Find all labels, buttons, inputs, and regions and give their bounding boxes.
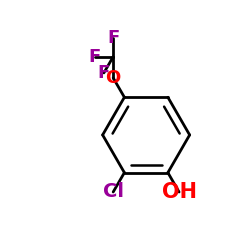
Text: F: F (98, 64, 110, 82)
Text: F: F (107, 29, 119, 47)
Text: OH: OH (162, 182, 196, 202)
Text: Cl: Cl (103, 182, 124, 202)
Text: O: O (106, 69, 121, 87)
Text: F: F (88, 48, 101, 66)
